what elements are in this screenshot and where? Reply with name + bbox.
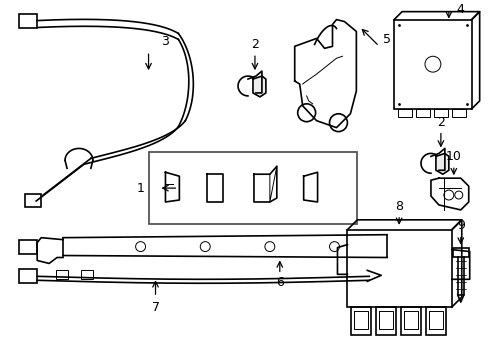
Bar: [19, 14, 37, 27]
Text: 7: 7: [151, 301, 160, 314]
Bar: [452, 109, 466, 117]
Bar: [426, 307, 446, 335]
Text: 5: 5: [383, 33, 391, 46]
Bar: [81, 270, 93, 279]
Text: 2: 2: [437, 116, 445, 129]
Polygon shape: [436, 153, 449, 174]
Text: 2: 2: [251, 38, 259, 51]
Bar: [394, 19, 472, 109]
Bar: [453, 248, 469, 257]
Bar: [434, 109, 448, 117]
Bar: [401, 307, 421, 335]
Bar: [19, 240, 37, 253]
Bar: [25, 194, 41, 207]
Bar: [56, 270, 68, 279]
Bar: [148, 152, 357, 224]
Text: 1: 1: [137, 181, 145, 195]
Text: 3: 3: [162, 35, 170, 48]
Text: 10: 10: [446, 150, 462, 163]
Text: 4: 4: [457, 3, 465, 16]
Bar: [416, 109, 430, 117]
Bar: [398, 109, 412, 117]
Polygon shape: [253, 76, 266, 97]
Text: 6: 6: [276, 276, 284, 289]
Bar: [376, 307, 396, 335]
Bar: [347, 230, 452, 307]
Text: 8: 8: [395, 201, 403, 213]
Bar: [351, 307, 371, 335]
Text: 9: 9: [457, 219, 465, 232]
Bar: [19, 269, 37, 283]
